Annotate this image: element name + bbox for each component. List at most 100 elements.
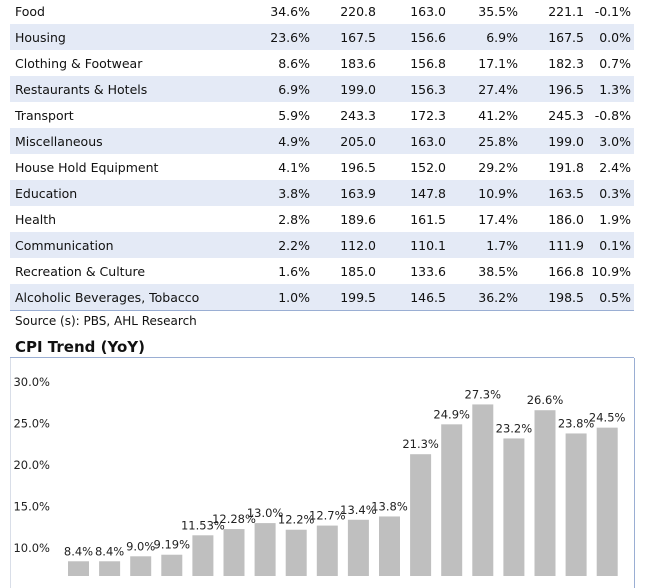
value-cell: 152.0 [410,159,446,175]
value-cell: 0.3% [584,180,634,206]
value-cell: 167.5 [310,24,376,50]
value-cell: 156.3 [376,76,446,102]
value-cell: 172.3 [410,107,446,123]
table-row: Clothing & Footwear 8.6% 183.6 156.8 17.1% 18… [10,50,634,76]
value-cell: 36.2% [446,284,518,311]
table-row: Restaurants & Hotels 6.9% 199.0 156.3 27.4% 1… [10,76,634,102]
value-cell: 161.5 [410,211,446,227]
chart-title: CPI Trend (YoY) [15,338,145,356]
value-cell: -0.1% [594,3,631,19]
value-cell: 245.3 [548,107,584,123]
value-cell: 0.0% [584,24,634,50]
value-cell: 35.5% [478,3,518,19]
value-cell: 198.5 [518,284,584,311]
value-cell: 133.6 [410,263,446,279]
title-divider [10,357,634,358]
table-row: Miscellaneous 4.9% 205.0 163.0 25.8% 199.0 3.0… [10,128,634,154]
value-cell: 3.8% [218,180,310,206]
value-cell: 3.0% [584,128,634,154]
value-cell: 2.8% [278,211,310,227]
value-cell: 0.5% [584,284,634,311]
value-cell: 110.1 [376,232,446,258]
chart-frame [10,358,635,588]
value-cell: 221.1 [548,3,584,19]
value-cell: -0.8% [594,107,631,123]
value-cell: 1.3% [584,76,634,102]
table-row: Health 2.8% 189.6 161.5 17.4% 186.0 1.9% [10,206,634,232]
value-cell: 167.5 [518,24,584,50]
table-row: Food 34.6% 220.8 163.0 35.5% 221.1 -0.1% [10,0,634,24]
value-cell: 156.6 [376,24,446,50]
value-cell: 166.8 [548,263,584,279]
table-row: Communication 2.2% 112.0 110.1 1.7% 111.9 0.1% [10,232,634,258]
value-cell: 0.7% [599,55,631,71]
value-cell: 185.0 [340,263,376,279]
value-cell: 5.9% [278,107,310,123]
value-cell: 34.6% [270,3,310,19]
value-cell: 220.8 [340,3,376,19]
category-name-cell: Education [10,180,218,206]
category-name-cell: House Hold Equipment [15,159,159,175]
value-cell: 196.5 [518,76,584,102]
cpi-table: Food 34.6% 220.8 163.0 35.5% 221.1 -0.1% Housin… [10,0,634,311]
value-cell: 199.5 [310,284,376,311]
value-cell: 1.0% [218,284,310,311]
value-cell: 146.5 [376,284,446,311]
category-name-cell: Health [15,211,57,227]
value-cell: 163.5 [518,180,584,206]
table-row: Transport 5.9% 243.3 172.3 41.2% 245.3 -0.8% [10,102,634,128]
value-cell: 25.8% [446,128,518,154]
value-cell: 41.2% [478,107,518,123]
category-name-cell: Communication [10,232,218,258]
category-name-cell: Transport [15,107,74,123]
category-name-cell: Recreation & Culture [15,263,146,279]
value-cell: 147.8 [376,180,446,206]
value-cell: 189.6 [340,211,376,227]
value-cell: 23.6% [218,24,310,50]
value-cell: 6.9% [218,76,310,102]
value-cell: 1.6% [278,263,310,279]
table-row: Education 3.8% 163.9 147.8 10.9% 163.5 0.3% [10,180,634,206]
value-cell: 199.0 [310,76,376,102]
category-name-cell: Miscellaneous [10,128,218,154]
value-cell: 156.8 [410,55,446,71]
cpi-table-section: Food 34.6% 220.8 163.0 35.5% 221.1 -0.1% Housin… [10,0,634,311]
table-row: Alcoholic Beverages, Tobacco 1.0% 199.5 146… [10,284,634,311]
value-cell: 1.9% [599,211,631,227]
value-cell: 10.9% [446,180,518,206]
value-cell: 191.8 [548,159,584,175]
value-cell: 163.0 [410,3,446,19]
category-name-cell: Food [15,3,45,19]
value-cell: 2.2% [218,232,310,258]
value-cell: 4.9% [218,128,310,154]
table-row: House Hold Equipment 4.1% 196.5 152.0 29.2% 1… [10,154,634,180]
value-cell: 186.0 [548,211,584,227]
value-cell: 27.4% [446,76,518,102]
value-cell: 205.0 [310,128,376,154]
value-cell: 243.3 [340,107,376,123]
value-cell: 8.6% [278,55,310,71]
value-cell: 199.0 [518,128,584,154]
category-name-cell: Housing [10,24,218,50]
source-note: Source (s): PBS, AHL Research [15,314,197,328]
value-cell: 163.9 [310,180,376,206]
value-cell: 163.0 [376,128,446,154]
value-cell: 111.9 [518,232,584,258]
value-cell: 29.2% [478,159,518,175]
value-cell: 4.1% [278,159,310,175]
table-row: Housing 23.6% 167.5 156.6 6.9% 167.5 0.0% [10,24,634,50]
value-cell: 10.9% [591,263,631,279]
table-row: Recreation & Culture 1.6% 185.0 133.6 38.5% 1… [10,258,634,284]
category-name-cell: Alcoholic Beverages, Tobacco [10,284,218,311]
value-cell: 1.7% [446,232,518,258]
value-cell: 17.1% [478,55,518,71]
value-cell: 183.6 [340,55,376,71]
category-name-cell: Clothing & Footwear [15,55,143,71]
value-cell: 196.5 [340,159,376,175]
value-cell: 112.0 [310,232,376,258]
value-cell: 0.1% [584,232,634,258]
value-cell: 38.5% [478,263,518,279]
category-name-cell: Restaurants & Hotels [10,76,218,102]
value-cell: 6.9% [446,24,518,50]
value-cell: 182.3 [548,55,584,71]
